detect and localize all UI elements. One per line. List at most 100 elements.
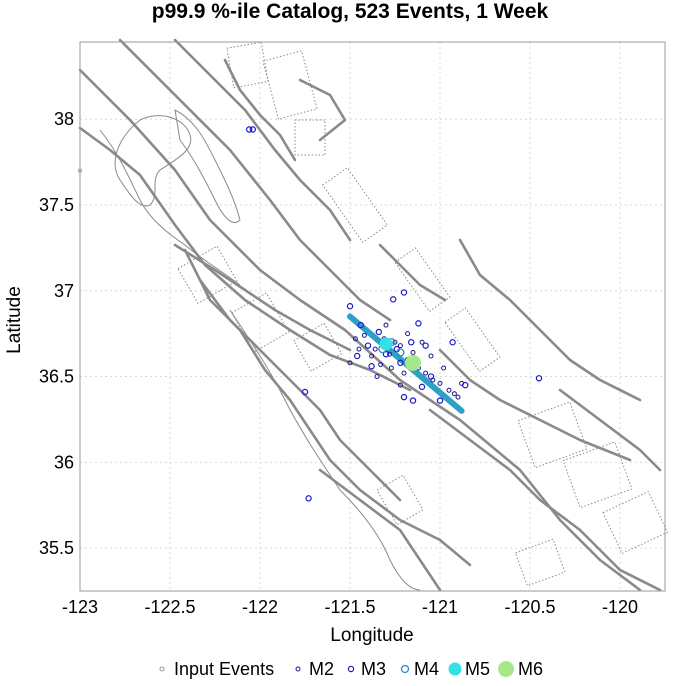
x-tick-label: -122 — [242, 597, 278, 617]
legend-marker — [159, 666, 165, 672]
coastline — [229, 309, 421, 591]
event-point-m4 — [396, 348, 405, 357]
event-point-m3 — [415, 320, 422, 327]
event-point-m3 — [535, 375, 543, 382]
legend-marker — [448, 662, 462, 676]
fault-line — [173, 243, 352, 352]
hatched-region — [321, 167, 389, 243]
event-point-m3 — [357, 321, 364, 329]
hatched-region — [226, 41, 269, 89]
fault-line — [428, 408, 662, 592]
legend-label: M5 — [465, 659, 490, 679]
event-point-m2 — [347, 360, 353, 366]
x-tick-label: -121.5 — [324, 597, 375, 617]
fault-line — [173, 38, 352, 242]
event-point-m2 — [423, 370, 429, 376]
fault-map-background — [78, 38, 669, 592]
y-axis-ticks: 35.5 36 36.5 37 37.5 38 — [39, 109, 74, 558]
chart-title: p99.9 %-ile Catalog, 523 Events, 1 Week — [152, 0, 549, 23]
x-tick-label: -120 — [602, 597, 638, 617]
fault-line — [198, 278, 402, 502]
event-point-m2 — [446, 387, 452, 393]
legend: Input Events M2 M3 M4 M5 M6 — [159, 659, 543, 679]
event-point-m3 — [368, 363, 375, 370]
event-point-m2 — [455, 394, 461, 400]
event-point-m3 — [418, 383, 426, 391]
event-point-m3 — [301, 388, 309, 396]
event-point-m2 — [419, 339, 425, 345]
legend-marker — [498, 661, 514, 677]
legend-marker — [295, 666, 301, 672]
hatched-region — [602, 490, 669, 555]
fault-line — [318, 468, 442, 592]
hatched-region — [562, 441, 633, 509]
y-tick-label: 37 — [54, 281, 74, 301]
fault-line — [558, 388, 662, 472]
event-point-m2 — [388, 365, 394, 371]
event-point-m3 — [462, 381, 469, 389]
hatched-region — [230, 292, 290, 353]
x-axis-ticks: -123 -122.5 -122 -121.5 -121 -120.5 -120 — [62, 597, 638, 617]
event-point-m3 — [422, 342, 429, 349]
event-point-m2 — [372, 346, 378, 352]
y-tick-label: 36 — [54, 452, 74, 472]
hatched-region — [177, 245, 238, 305]
fault-line — [298, 78, 347, 142]
fault-line — [223, 58, 297, 162]
y-axis-label: Latitude — [4, 286, 25, 354]
x-tick-label: -120.5 — [504, 597, 555, 617]
event-point-m2 — [397, 382, 403, 388]
fault-line — [378, 243, 447, 302]
event-point-m3 — [375, 328, 382, 336]
hatched-region — [293, 322, 343, 372]
bay-outline — [114, 115, 192, 207]
fault-line — [78, 126, 412, 392]
event-point-m3 — [390, 296, 397, 303]
event-point-m3 — [408, 339, 415, 346]
event-point-m2 — [405, 331, 411, 337]
y-tick-label: 35.5 — [39, 538, 74, 558]
hatched-region — [294, 119, 326, 156]
event-point-m2 — [374, 374, 380, 380]
event-point-m2 — [410, 350, 416, 356]
event-point-m2 — [369, 353, 375, 359]
event-point-m2 — [397, 343, 403, 349]
legend-label: M3 — [361, 659, 386, 679]
fault-line — [118, 38, 392, 322]
event-point-m3 — [305, 495, 312, 502]
event-point-m6 — [405, 354, 421, 371]
event-point-m3 — [249, 126, 256, 133]
event-point-m3 — [449, 339, 456, 346]
event-point-m3 — [397, 359, 404, 367]
x-tick-label: -121 — [422, 597, 458, 617]
x-tick-label: -123 — [62, 597, 98, 617]
y-tick-label: 38 — [54, 109, 74, 129]
bay-outline — [174, 109, 241, 223]
event-point-m5 — [379, 337, 393, 351]
fault-line — [78, 68, 642, 592]
event-point-m2 — [387, 351, 393, 357]
event-point-m3 — [382, 351, 390, 358]
event-point-m2 — [383, 322, 389, 328]
x-tick-label: -122.5 — [144, 597, 195, 617]
hatched-region — [394, 247, 451, 313]
event-point-m3 — [245, 126, 253, 133]
hatched-region — [444, 307, 501, 373]
event-point-m2 — [437, 380, 443, 386]
event-point-m3 — [400, 393, 408, 401]
event-point-m2 — [378, 362, 384, 368]
fault-line — [438, 348, 632, 462]
event-points — [78, 126, 543, 502]
fault-line — [183, 248, 472, 567]
event-point-m3 — [364, 342, 372, 349]
hatched-region — [376, 474, 424, 526]
legend-label: M6 — [518, 659, 543, 679]
event-point-m3 — [436, 397, 444, 404]
hatched-region — [514, 538, 566, 587]
event-point-m3 — [427, 373, 435, 380]
coastline — [99, 129, 241, 286]
fault-line — [458, 238, 642, 402]
hatched-region — [517, 401, 588, 469]
event-point-m2 — [428, 353, 434, 359]
